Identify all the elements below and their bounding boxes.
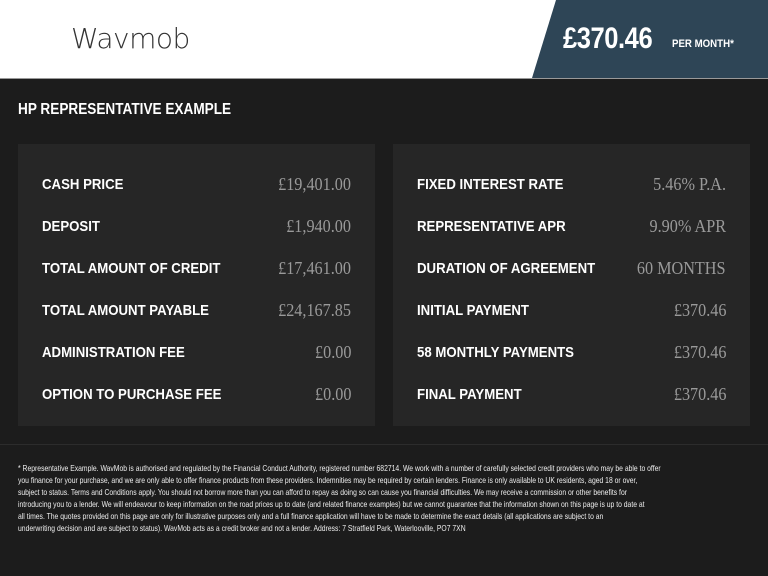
row-label: REPRESENTATIVE APR (417, 218, 566, 235)
row-total-payable: TOTAL AMOUNT PAYABLE £24,167.85 (42, 300, 351, 322)
finance-panel-right: FIXED INTEREST RATE 5.46% P.A. REPRESENTA… (393, 144, 750, 426)
section-title: HP REPRESENTATIVE EXAMPLE (18, 101, 232, 118)
row-initial-payment: INITIAL PAYMENT £370.46 (417, 300, 726, 322)
row-deposit: DEPOSIT £1,940.00 (42, 216, 351, 238)
disclaimer-line: * Representative Example. WavMob is auth… (18, 463, 661, 473)
row-value: £17,461.00 (278, 258, 351, 278)
header: Wavmob £370.46 PER MONTH* (0, 0, 768, 79)
row-value: £19,401.00 (278, 174, 351, 194)
row-label: CASH PRICE (42, 176, 124, 193)
row-label: DURATION OF AGREEMENT (417, 260, 596, 277)
disclaimer-line: underwriting decision and are subject to… (18, 523, 466, 533)
row-interest-rate: FIXED INTEREST RATE 5.46% P.A. (417, 174, 726, 196)
row-value: £370.46 (673, 384, 726, 404)
disclaimer: * Representative Example. WavMob is auth… (18, 462, 661, 534)
row-label: FINAL PAYMENT (417, 386, 522, 403)
row-duration: DURATION OF AGREEMENT 60 MONTHS (417, 258, 726, 280)
disclaimer-line: subject to status. Terms and Conditions … (18, 487, 627, 497)
row-final-payment: FINAL PAYMENT £370.46 (417, 384, 726, 406)
row-admin-fee: ADMINISTRATION FEE £0.00 (42, 342, 351, 364)
disclaimer-line: all times. The quotes provided on this p… (18, 511, 604, 521)
row-value: £0.00 (314, 342, 351, 362)
per-month-label: PER MONTH* (672, 38, 734, 50)
divider (0, 444, 768, 445)
row-label: TOTAL AMOUNT OF CREDIT (42, 260, 221, 277)
row-monthly-payments: 58 MONTHLY PAYMENTS £370.46 (417, 342, 726, 364)
row-label: DEPOSIT (42, 218, 100, 235)
logo[interactable]: Wavmob (71, 22, 190, 55)
finance-panel-left: CASH PRICE £19,401.00 DEPOSIT £1,940.00 TO… (18, 144, 375, 426)
row-cash-price: CASH PRICE £19,401.00 (42, 174, 351, 196)
row-value: 60 MONTHS (637, 258, 726, 278)
row-label: OPTION TO PURCHASE FEE (42, 386, 222, 403)
disclaimer-line: you finance for your purchase, and we ar… (18, 475, 638, 485)
row-value: £1,940.00 (286, 216, 351, 236)
row-value: £24,167.85 (278, 300, 351, 320)
row-value: 5.46% P.A. (653, 174, 726, 194)
row-value: £0.00 (314, 384, 351, 404)
row-apr: REPRESENTATIVE APR 9.90% APR (417, 216, 726, 238)
row-label: TOTAL AMOUNT PAYABLE (42, 302, 209, 319)
row-total-credit: TOTAL AMOUNT OF CREDIT £17,461.00 (42, 258, 351, 280)
monthly-price-box (532, 0, 768, 78)
row-label: 58 MONTHLY PAYMENTS (417, 344, 574, 361)
row-label: FIXED INTEREST RATE (417, 176, 564, 193)
row-value: £370.46 (673, 300, 726, 320)
disclaimer-line: introducing you to a lender. We will end… (18, 499, 645, 509)
row-label: INITIAL PAYMENT (417, 302, 529, 319)
row-label: ADMINISTRATION FEE (42, 344, 185, 361)
monthly-price: £370.46 (563, 22, 653, 55)
row-value: £370.46 (673, 342, 726, 362)
row-purchase-fee: OPTION TO PURCHASE FEE £0.00 (42, 384, 351, 406)
row-value: 9.90% APR (649, 216, 726, 236)
